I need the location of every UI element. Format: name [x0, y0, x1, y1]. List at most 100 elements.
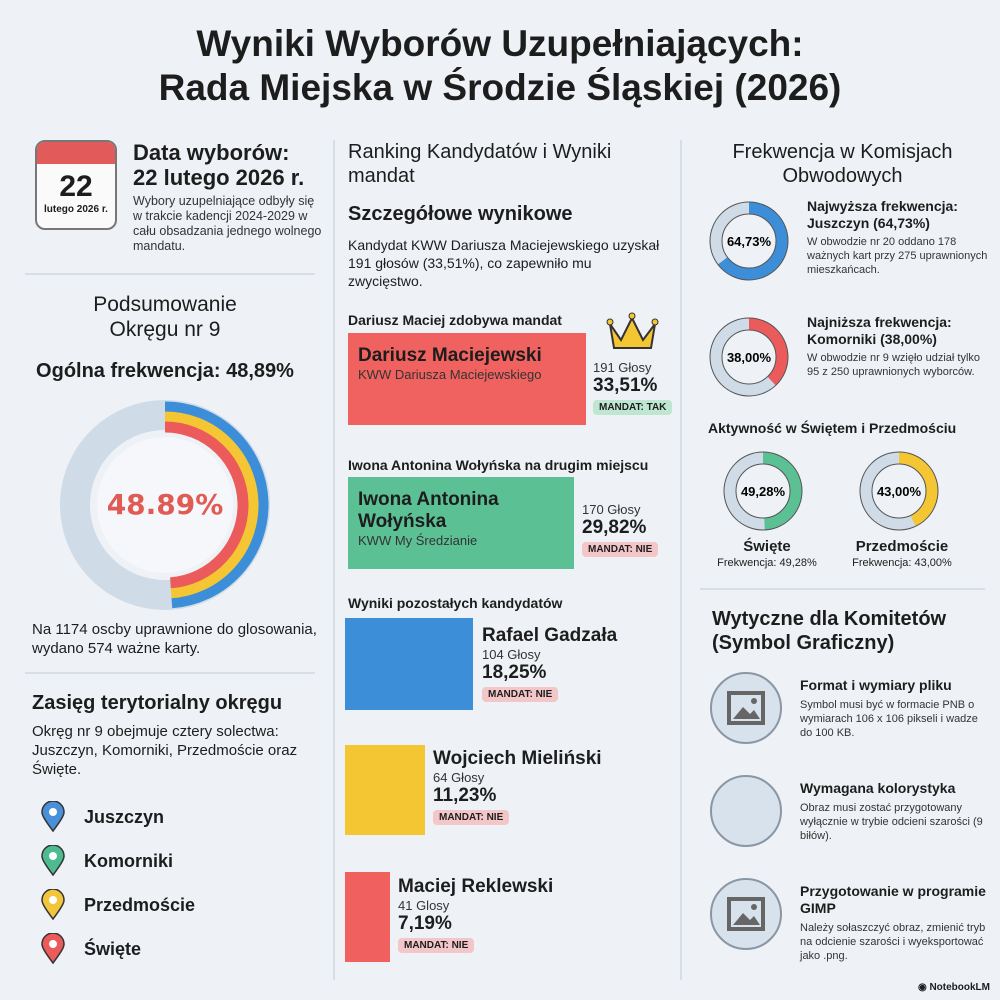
turnout-highest: Najwyższa frekwencja: Juszczyn (64,73%) W …	[807, 198, 992, 277]
ring-label: 38,00%	[727, 350, 772, 365]
place-name: Przedmoście	[84, 894, 196, 915]
guideline-icon-circle	[710, 878, 782, 950]
place-item: Juszczyn	[40, 795, 195, 839]
ring-label: 64,73%	[727, 234, 772, 249]
guidelines-heading-2: (Symbol Graficzny)	[712, 632, 895, 654]
mandate-badge: MANDAT: NIE	[398, 938, 475, 953]
guideline-item: Format i wymiary pliku Symbol musi być w …	[800, 677, 990, 740]
turnout-ring: 49,28%	[723, 451, 803, 531]
map-pin-icon	[41, 845, 65, 877]
turnout-arc	[164, 411, 259, 599]
candidate-bar: Dariusz Maciejewski KWW Dariusza Maciejew…	[348, 333, 586, 425]
calendar-month: lutego 2026 r.	[44, 204, 108, 215]
footer-text: NotebookLM	[929, 982, 990, 993]
column-divider	[680, 140, 682, 980]
turnout-arc	[164, 401, 269, 609]
candidate-bar	[345, 618, 473, 710]
candidate-votes: 191 Głosy	[593, 360, 652, 375]
place-name: Juszczyn	[84, 806, 165, 827]
candidate-name: Wojciech Mieliński	[433, 748, 602, 769]
turnout-title: Najniższa frekwencja:	[807, 314, 952, 330]
divider	[700, 588, 985, 590]
turnout-title: Juszczyn (64,73%)	[807, 215, 930, 231]
guideline-desc: Należy sołaszczyć obraz, zmienić tryb na…	[800, 922, 986, 962]
przedmoscie-name: Przedmoście	[855, 538, 949, 555]
candidate-percent: 18,25%	[482, 662, 547, 683]
candidate-stats: Rafael Gadzała 104 Głosy 18,25% MANDAT: …	[482, 625, 617, 702]
place-name: Komorniki	[84, 850, 174, 871]
candidate-name: Rafael Gadzała	[482, 625, 618, 646]
image-file-icon	[727, 691, 765, 725]
title-line-2: Rada Miejska w Środzie Śląskiej (2026)	[158, 67, 842, 108]
guidelines-heading: Wytyczne dla Komitetów (Symbol Graficzny)	[712, 607, 946, 655]
guideline-title: Wymagana kolorystyka	[800, 780, 956, 796]
crown-icon	[606, 312, 659, 349]
place-name: Święte	[84, 938, 142, 959]
turnout-heading-2: Obwodowych	[782, 165, 903, 187]
candidate-percent: 29,82%	[582, 517, 647, 538]
summary-heading: Podsumowanie Okręgu nr 9	[0, 292, 330, 342]
candidate-committee: KWW My Średzianie	[358, 533, 478, 548]
candidate-bar	[345, 872, 390, 962]
candidate-stats: 170 Głosy 29,82% MANDAT: NIE	[582, 502, 659, 557]
ring-arc	[898, 452, 938, 527]
turnout-ring: 64,73%	[709, 201, 789, 281]
winner-label: Dariusz Maciej zdobywa mandat	[348, 312, 562, 328]
calendar-day: 22	[59, 170, 93, 203]
calendar-icon: 22 lutego 2026 r.	[35, 140, 117, 230]
candidate-bar: Iwona Antonina Wołyńska KWW My Średzianie	[348, 477, 574, 569]
date-heading: Data wyborów:	[133, 140, 290, 165]
divider	[25, 672, 315, 674]
candidate-bar	[345, 745, 425, 835]
turnout-title: Najwyższa frekwencja:	[807, 198, 958, 214]
place-item: Przedmoście	[40, 883, 195, 927]
ring-arc	[717, 202, 788, 280]
title-line-1: Wyniki Wyborów Uzupełniających:	[196, 23, 804, 64]
candidate-name: Maciej Reklewski	[398, 876, 554, 897]
guideline-item: Przygotowanie w programie GIMP Należy soł…	[800, 883, 990, 963]
turnout-ring: 38,00%	[709, 317, 789, 397]
column-divider	[333, 140, 335, 980]
candidate-committee: KWW Dariusza Maciejewskiego	[358, 367, 542, 382]
turnout-title: Komorniki (38,00%)	[807, 331, 937, 347]
ring-label: 49,28%	[741, 484, 786, 499]
divider	[25, 273, 315, 275]
ranking-heading: Ranking Kandydatów i Wyniki mandat	[348, 141, 612, 187]
guideline-desc: Obraz musi zostać przygotowany wyłącznie…	[800, 802, 983, 842]
place-item: Święte	[40, 927, 195, 971]
guideline-desc: Symbol musi być w formacie PNB o wymiara…	[800, 699, 978, 739]
others-label: Wyniki pozostałych kandydatów	[348, 595, 563, 611]
mandate-badge: MANDAT: NIE	[482, 687, 559, 702]
candidate-stats: 191 Głosy 33,51% MANDAT: TAK	[593, 360, 673, 415]
overall-turnout-donut: 48.89%	[60, 400, 270, 610]
turnout-ring: 43,00%	[859, 451, 939, 531]
ring-arc	[762, 452, 802, 530]
candidate-percent: 33,51%	[593, 375, 658, 396]
candidate-stats: Maciej Reklewski 41 Glosy 7,19% MANDAT: …	[398, 876, 553, 953]
notebooklm-logo: ◉ NotebookLM	[917, 982, 990, 993]
second-label: Iwona Antonina Wołyńska na drugim miejsc…	[348, 457, 649, 473]
date-value: 22 lutego 2026 r.	[133, 165, 305, 190]
image-icon	[727, 897, 765, 931]
date-description: Wybory uzupelniające odbyły się w trakci…	[133, 194, 322, 253]
guideline-title: Format i wymiary pliku	[800, 677, 952, 693]
territory-description: Okręg nr 9 obejmuje cztery solectwa: Jus…	[32, 723, 298, 778]
ranking-description: Kandydat KWW Dariusza Maciejewskiego uzy…	[348, 237, 660, 289]
candidate-percent: 7,19%	[398, 913, 452, 934]
candidate-votes: 170 Głosy	[582, 502, 641, 517]
donut-center	[97, 437, 233, 573]
guideline-item: Wymagana kolorystyka Obraz musi zostać pr…	[800, 780, 990, 843]
candidate-stats: Wojciech Mieliński 64 Głosy 11,23% MANDA…	[433, 748, 602, 825]
guideline-icon-circle	[710, 672, 782, 744]
turnout-desc: W obwodzie nr 9 wzięło udział tylko 95 z…	[807, 352, 981, 378]
place-item: Komorniki	[40, 839, 195, 883]
mandate-badge: MANDAT: TAK	[593, 400, 673, 415]
swiete-name: Święte	[743, 538, 791, 555]
candidate-name: Iwona Antonina Wołyńska	[358, 489, 499, 532]
turnout-desc: W obwodzie nr 20 oddano 178 ważnych kart…	[807, 236, 988, 276]
summary-description: Na 1174 oscby uprawnione do glosowania, …	[32, 621, 317, 657]
candidate-votes: 64 Głosy	[433, 770, 485, 785]
przedmoscie-turnout: Frekwencja: 43,00%	[852, 557, 952, 569]
turnout-heading: Frekwencja w Komisjach Obwodowych	[685, 140, 1000, 188]
places-list: Juszczyn Komorniki Przedmoście Święte	[40, 795, 195, 971]
